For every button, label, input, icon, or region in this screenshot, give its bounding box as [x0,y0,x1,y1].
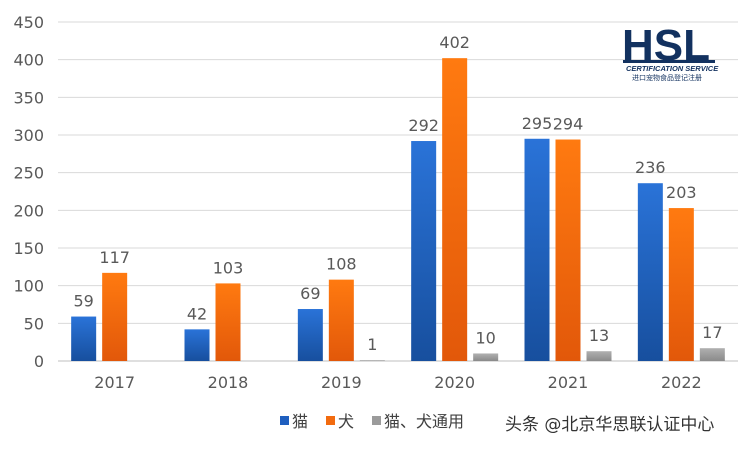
bar-猫、犬通用-2019 [359,360,385,361]
data-label: 295 [522,114,553,133]
y-tick-label: 100 [13,277,44,296]
data-label: 203 [666,183,697,202]
data-label: 42 [187,304,207,323]
bar-犬-2022 [668,208,694,361]
x-tick-label: 2021 [548,373,589,392]
data-label: 294 [553,115,584,134]
logo-line-2: 进口宠物食品登记注册 [632,73,702,82]
gridlines [58,21,738,362]
bar-犬-2021 [555,139,581,361]
bar-猫、犬通用-2020 [473,353,499,361]
legend-label: 犬 [338,412,354,431]
y-axis-ticks: 0 50 100 150 200 250 300 350 400 450 [13,13,44,371]
logo-rule [623,60,715,63]
y-tick-label: 200 [13,201,44,220]
bar-猫-2022 [637,183,663,361]
bars [71,58,725,361]
bar-犬-2020 [442,58,468,361]
data-label: 117 [99,248,130,267]
legend: 猫 犬 猫、犬通用 [280,412,464,431]
bar-犬-2017 [102,272,128,361]
data-label: 103 [213,258,244,277]
data-label: 292 [408,116,439,135]
y-tick-label: 400 [13,51,44,70]
bar-猫、犬通用-2021 [586,351,612,361]
x-tick-label: 2022 [661,373,702,392]
bar-猫-2020 [411,141,437,361]
y-tick-label: 50 [24,314,44,333]
hsl-logo: HSL CERTIFICATION SERVICE 进口宠物食品登记注册 [622,21,719,82]
bar-猫、犬通用-2022 [699,348,725,361]
bar-犬-2019 [328,279,354,361]
y-tick-label: 300 [13,126,44,145]
x-tick-label: 2020 [434,373,475,392]
data-label: 13 [589,326,609,345]
data-label: 17 [702,323,722,342]
data-label: 108 [326,255,357,274]
data-label: 59 [73,292,93,311]
data-label: 69 [300,284,320,303]
y-tick-label: 250 [13,164,44,183]
bar-猫-2017 [71,316,97,361]
legend-label: 猫 [292,412,308,431]
x-axis-ticks: 2017 2018 2019 2020 2021 2022 [94,373,701,392]
x-tick-label: 2017 [94,373,135,392]
data-label: 236 [635,158,666,177]
y-tick-label: 0 [34,352,44,371]
watermark-text: 头条 @北京华思联认证中心 [505,415,714,435]
bar-猫-2021 [524,138,550,361]
legend-label: 猫、犬通用 [384,412,464,431]
bar-猫-2019 [297,309,323,361]
data-label: 1 [367,335,377,354]
legend-swatch [280,416,289,425]
y-tick-label: 450 [13,13,44,32]
bar-猫-2018 [184,329,210,361]
y-tick-label: 350 [13,88,44,107]
data-label: 402 [439,33,470,52]
y-tick-label: 150 [13,239,44,258]
x-tick-label: 2018 [208,373,249,392]
legend-swatch [326,416,335,425]
x-tick-label: 2019 [321,373,362,392]
legend-swatch [372,416,381,425]
data-label: 10 [475,328,495,347]
logo-line-1: CERTIFICATION SERVICE [626,64,719,73]
bar-犬-2018 [215,283,241,361]
